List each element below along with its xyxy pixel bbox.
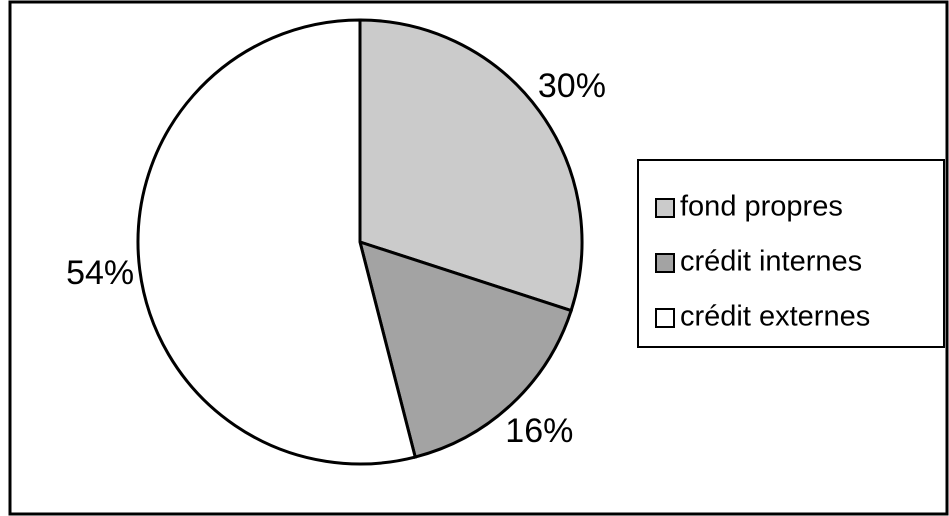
value-label: 54% (66, 254, 134, 292)
legend-label: crédit internes (680, 246, 862, 278)
legend-swatch (655, 253, 675, 273)
pie-slice (357, 239, 574, 459)
legend-label: fond propres (680, 191, 843, 223)
legend-label: crédit externes (680, 301, 870, 333)
legend-box (637, 159, 945, 348)
value-label: 30% (538, 67, 606, 105)
pie-slice (136, 18, 418, 466)
legend-swatch (655, 198, 675, 218)
pie-slice (358, 18, 584, 313)
value-label: 16% (505, 412, 573, 450)
legend-swatch (655, 308, 675, 328)
